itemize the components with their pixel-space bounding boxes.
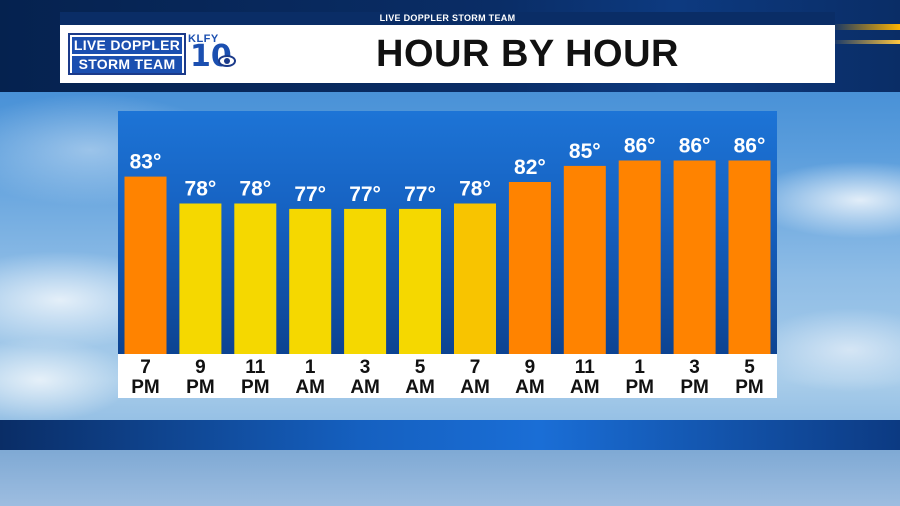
temperature-bar bbox=[234, 203, 277, 354]
data-label: 82° bbox=[514, 156, 546, 179]
tick-label-hour: 1 bbox=[634, 357, 645, 378]
decorative-streak bbox=[830, 24, 900, 30]
data-label: 85° bbox=[569, 140, 601, 163]
chart-panel: 83° 7 PM 78° 9 PM 78° 11 PM 77° 1 AM 77° 3 AM 77° 5 AM 78°… bbox=[118, 111, 777, 398]
tick-label-period: AM bbox=[515, 377, 545, 398]
tick-label-period: AM bbox=[405, 377, 435, 398]
tick-label-hour: 3 bbox=[689, 357, 700, 378]
tick-label-hour: 7 bbox=[470, 357, 481, 378]
data-label: 77° bbox=[404, 183, 436, 206]
tick-label-hour: 7 bbox=[140, 357, 151, 378]
data-label: 86° bbox=[624, 135, 656, 158]
data-label: 78° bbox=[239, 178, 271, 201]
tick-label-hour: 1 bbox=[305, 357, 316, 378]
temperature-bar bbox=[563, 165, 606, 354]
tick-label-period: AM bbox=[350, 377, 380, 398]
tick-label-hour: 11 bbox=[245, 357, 266, 378]
tick-label-period: PM bbox=[735, 377, 764, 398]
data-label: 83° bbox=[130, 151, 162, 174]
tick-label-period: PM bbox=[625, 377, 654, 398]
logo-line-1: LIVE DOPPLER bbox=[72, 37, 182, 54]
station-logo: LIVE DOPPLER STORM TEAM KLFY 10 bbox=[68, 33, 243, 75]
tick-label-period: AM bbox=[570, 377, 600, 398]
tick-label-hour: 3 bbox=[360, 357, 371, 378]
bottom-band bbox=[0, 420, 900, 506]
header-strip-label: LIVE DOPPLER STORM TEAM bbox=[60, 12, 835, 25]
temperature-bar bbox=[454, 203, 496, 354]
hourly-temperature-chart: 83°7PM78°9PM78°11PM77°1AM77°3AM77°5AM78°… bbox=[118, 135, 777, 398]
bottom-sky-strip bbox=[0, 450, 900, 506]
tick-label-hour: 11 bbox=[575, 357, 596, 378]
klfy-mark: KLFY 10 bbox=[188, 33, 243, 75]
tick-label-period: PM bbox=[186, 377, 215, 398]
decorative-streak bbox=[830, 40, 900, 44]
logo-line-2: STORM TEAM bbox=[72, 56, 182, 73]
data-label: 86° bbox=[734, 135, 766, 158]
temperature-bar bbox=[289, 208, 332, 354]
data-label: 77° bbox=[349, 183, 381, 206]
temperature-bar bbox=[728, 160, 771, 354]
logo-box: LIVE DOPPLER STORM TEAM bbox=[68, 33, 186, 75]
temperature-bar bbox=[124, 176, 167, 354]
tick-label-period: AM bbox=[460, 377, 490, 398]
data-label: 86° bbox=[679, 135, 711, 158]
tick-label-hour: 5 bbox=[415, 357, 426, 378]
tick-label-period: PM bbox=[241, 377, 269, 398]
tick-label-hour: 5 bbox=[744, 357, 755, 378]
temperature-bar bbox=[399, 208, 441, 354]
temperature-bar bbox=[344, 208, 387, 354]
temperature-bar bbox=[179, 203, 222, 354]
x-axis-label-strip bbox=[118, 354, 777, 398]
page-title: HOUR BY HOUR bbox=[376, 33, 679, 75]
station-callsign: KLFY bbox=[188, 33, 219, 45]
temperature-bar bbox=[618, 160, 661, 354]
data-label: 78° bbox=[185, 178, 217, 201]
tick-label-period: PM bbox=[680, 377, 709, 398]
temperature-bar bbox=[508, 182, 551, 354]
tick-label-period: PM bbox=[131, 377, 160, 398]
data-label: 77° bbox=[294, 183, 326, 206]
data-label: 78° bbox=[459, 178, 491, 201]
tick-label-hour: 9 bbox=[525, 357, 536, 378]
cbs-eye-icon bbox=[218, 55, 236, 67]
tick-label-period: AM bbox=[295, 377, 325, 398]
tick-label-hour: 9 bbox=[195, 357, 206, 378]
temperature-bar bbox=[673, 160, 716, 354]
header-bar: LIVE DOPPLER STORM TEAM KLFY 10 HOUR BY … bbox=[60, 25, 835, 83]
